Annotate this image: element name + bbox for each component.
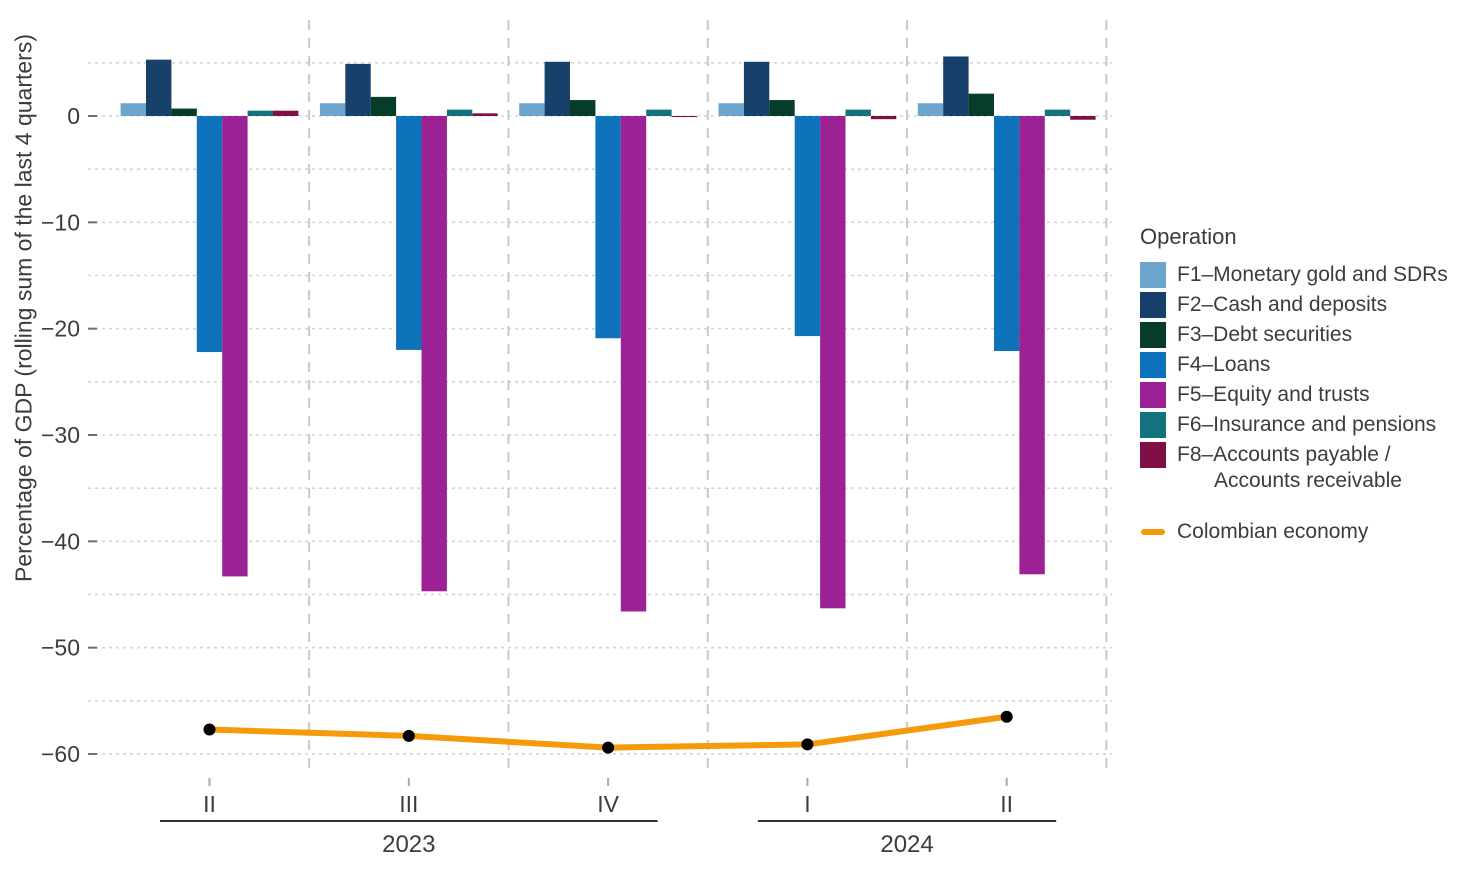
x-tick-label-2: IV	[597, 791, 619, 817]
bar-F2-1	[345, 63, 371, 116]
bar-F6-2	[646, 109, 672, 116]
legend-items: F1–Monetary gold and SDRs F2–Cash and dep…	[1140, 262, 1448, 494]
bar-F2-3	[743, 61, 770, 116]
y-tick-label-0: 0	[67, 103, 80, 129]
legend-item-F2: F2–Cash and deposits	[1140, 292, 1448, 318]
line-series-swatch	[1141, 529, 1165, 535]
bar-F4-1	[396, 116, 422, 350]
bar-F1-4	[917, 103, 944, 116]
legend-item-F3: F3–Debt securities	[1140, 322, 1448, 348]
legend-swatch-F5	[1140, 382, 1166, 408]
legend-swatch-F6	[1140, 412, 1166, 438]
bar-F5-0	[222, 116, 248, 577]
bar-F8-2	[671, 116, 697, 118]
bar-F2-0	[146, 59, 172, 116]
bar-F3-2	[570, 100, 596, 116]
legend-item-F8: F8–Accounts payable / Accounts receivable	[1140, 442, 1448, 494]
bar-F5-2	[620, 116, 647, 612]
bar-F5-3	[820, 116, 846, 609]
x-tick-label-3: I	[804, 791, 810, 817]
year-label-2024: 2024	[880, 831, 933, 858]
x-tick-label-4: II	[1000, 791, 1013, 817]
legend-item-F4: F4–Loans	[1140, 352, 1448, 378]
bar-F1-0	[120, 103, 146, 116]
bar-F4-4	[994, 116, 1020, 351]
y-tick-label--20: −20	[41, 316, 80, 342]
bar-F5-1	[421, 116, 447, 592]
legend-item-F6: F6–Insurance and pensions	[1140, 412, 1448, 438]
bar-F6-1	[446, 109, 473, 116]
legend-label-F4: F4–Loans	[1177, 353, 1271, 376]
y-tick-label--10: −10	[41, 209, 80, 235]
year-label-2023: 2023	[382, 831, 435, 858]
y-tick-label--40: −40	[41, 528, 80, 554]
bar-F8-3	[870, 116, 897, 120]
bar-F2-4	[943, 56, 969, 116]
bar-F3-0	[171, 108, 197, 116]
legend: Operation F1–Monetary gold and SDRs F2–Ca…	[1140, 224, 1448, 544]
y-tick-label--60: −60	[41, 741, 80, 767]
bar-F6-3	[845, 109, 871, 116]
legend-item-F1: F1–Monetary gold and SDRs	[1140, 262, 1448, 288]
bar-F3-4	[968, 93, 994, 116]
legend-label-F2: F2–Cash and deposits	[1177, 293, 1388, 316]
bar-F1-2	[519, 103, 545, 116]
legend-swatch-F4	[1140, 352, 1166, 378]
bar-F8-0	[273, 110, 299, 116]
x-tick-label-1: III	[399, 791, 418, 817]
bar-F4-0	[196, 116, 223, 353]
economy-point-0	[203, 723, 216, 736]
legend-swatch-F2	[1140, 292, 1166, 318]
x-tick-label-0: II	[203, 791, 216, 817]
legend-label-F1: F1–Monetary gold and SDRs	[1177, 263, 1448, 286]
legend-label-F8: F8–Accounts payable / Accounts receivable	[1177, 443, 1402, 492]
legend-label-F5: F5–Equity and trusts	[1177, 383, 1370, 406]
bar-F4-2	[595, 116, 621, 339]
economy-point-3	[801, 738, 814, 751]
bar-F6-0	[247, 110, 273, 116]
y-tick-label--30: −30	[41, 422, 80, 448]
bar-F2-2	[544, 61, 570, 116]
legend-label-F3: F3–Debt securities	[1177, 323, 1353, 346]
economy-point-1	[402, 729, 415, 742]
legend-item-F5: F5–Equity and trusts	[1140, 382, 1448, 408]
bar-F5-4	[1019, 116, 1045, 575]
legend-swatch-F8	[1140, 442, 1166, 468]
bar-F3-1	[370, 96, 397, 116]
bar-F1-1	[319, 103, 346, 116]
legend-label-F6: F6–Insurance and pensions	[1177, 413, 1437, 436]
bar-F3-3	[769, 100, 795, 116]
legend-line-item: Colombian economy	[1140, 520, 1448, 544]
bar-F8-1	[472, 113, 498, 116]
legend-line-label: Colombian economy	[1177, 520, 1369, 543]
economy-point-2	[602, 741, 615, 754]
economy-point-4	[1000, 710, 1013, 723]
legend-swatch-F1	[1140, 262, 1166, 288]
legend-title: Operation	[1140, 224, 1237, 249]
y-tick-label--50: −50	[41, 635, 80, 661]
bar-F6-4	[1044, 109, 1071, 116]
bar-F1-3	[718, 103, 744, 116]
bar-F8-4	[1070, 116, 1096, 120]
bar-F4-3	[794, 116, 821, 337]
legend-swatch-F3	[1140, 322, 1166, 348]
